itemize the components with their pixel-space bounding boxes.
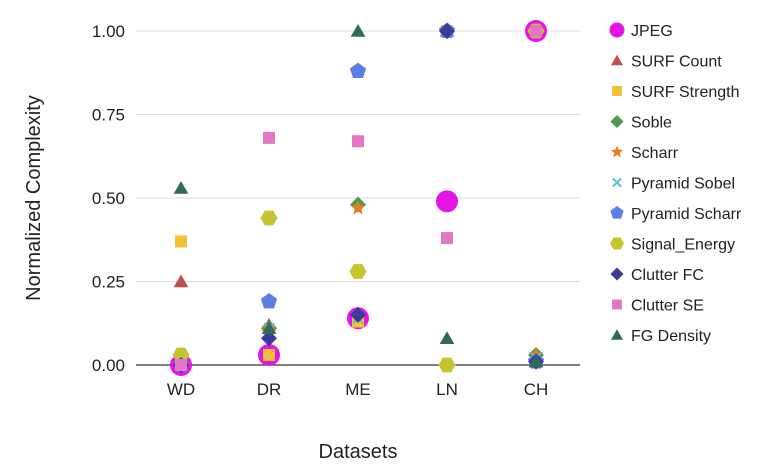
y-tick-label: 0.50 <box>92 189 125 208</box>
legend-marker <box>610 267 624 281</box>
legend-item: Clutter SE <box>612 298 704 315</box>
data-points <box>170 20 547 376</box>
point-signal-energy-wd <box>172 347 190 363</box>
legend-marker <box>612 177 622 188</box>
x-tick-labels: WD DR ME LN CH <box>167 380 548 399</box>
point-clutter-se-ch <box>530 25 542 37</box>
y-tick-label: 1.00 <box>92 22 125 41</box>
legend-item: Pyramid Sobel <box>612 176 735 193</box>
legend-item: Scharr <box>610 145 679 162</box>
legend-label: Scharr <box>631 145 679 162</box>
x-tick-label: LN <box>436 380 458 399</box>
legend-marker <box>610 114 624 129</box>
point-fg-density-wd <box>173 180 189 194</box>
y-tick-label: 0.75 <box>92 106 125 125</box>
legend-label: JPEG <box>631 23 673 40</box>
point-scharr-me <box>350 200 366 215</box>
x-axis-label: Datasets <box>319 441 398 463</box>
point-surf-strength-wd <box>175 235 187 248</box>
point-clutter-se-dr <box>263 131 275 144</box>
legend-marker <box>609 22 625 38</box>
point-clutter-se-me <box>352 135 364 148</box>
point-signal-energy-ln <box>438 357 456 373</box>
point-pyramid-scharr-dr <box>260 293 278 309</box>
legend-label: Signal_Energy <box>631 237 735 254</box>
legend-marker <box>612 86 622 96</box>
point-clutter-se-ln <box>441 232 453 245</box>
point-fg-density-me <box>350 24 366 37</box>
legend-item: SURF Count <box>610 54 722 71</box>
x-tick-label: DR <box>257 380 282 399</box>
legend-label: SURF Count <box>631 54 722 71</box>
y-tick-label: 0.00 <box>92 356 125 375</box>
point-fg-density-ch <box>528 354 544 368</box>
point-clutter-fc-me <box>350 306 366 323</box>
legend-marker <box>610 329 624 340</box>
point-clutter-fc-dr <box>261 330 277 347</box>
legend-label: Soble <box>631 115 672 132</box>
point-signal-energy-dr <box>260 210 278 226</box>
legend-label: Pyramid Sobel <box>631 176 735 193</box>
legend-label: SURF Strength <box>631 84 739 101</box>
legend-marker <box>610 145 624 158</box>
legend-item: Clutter FC <box>610 267 704 284</box>
legend-item: Pyramid Scharr <box>610 206 742 223</box>
y-tick-label: 0.25 <box>92 273 125 292</box>
legend: JPEG SURF Count SURF Strength Soble Scharr Py… <box>609 22 742 345</box>
legend-item: JPEG <box>609 22 673 40</box>
y-tick-labels: 0.00 0.25 0.50 0.75 1.00 <box>92 22 125 375</box>
point-surf-strength-dr <box>263 348 275 361</box>
point-fg-density-dr <box>261 321 277 335</box>
x-tick-label: CH <box>524 380 549 399</box>
legend-label: Clutter SE <box>631 298 704 315</box>
legend-label: Clutter FC <box>631 267 704 284</box>
y-axis-label: Normalized Complexity <box>23 95 45 301</box>
point-jpeg-ln <box>436 190 458 213</box>
x-tick-label: ME <box>345 380 371 399</box>
legend-label: FG Density <box>631 328 711 345</box>
point-signal-energy-me <box>349 264 367 279</box>
legend-item: FG Density <box>610 328 711 345</box>
point-surf-count-wd <box>173 274 189 288</box>
legend-item: Soble <box>610 115 672 132</box>
point-pyramid-scharr-me <box>349 62 367 78</box>
point-fg-density-ln <box>439 331 455 345</box>
legend-marker <box>610 206 624 219</box>
legend-marker <box>610 237 624 250</box>
legend-label: Pyramid Scharr <box>631 206 742 223</box>
legend-marker <box>612 299 622 310</box>
point-clutter-se-wd <box>175 359 187 371</box>
legend-item: Signal_Energy <box>610 237 735 254</box>
legend-item: SURF Strength <box>612 84 739 101</box>
legend-marker <box>610 54 624 66</box>
x-tick-label: WD <box>167 380 195 399</box>
point-clutter-fc-ln <box>439 23 455 39</box>
